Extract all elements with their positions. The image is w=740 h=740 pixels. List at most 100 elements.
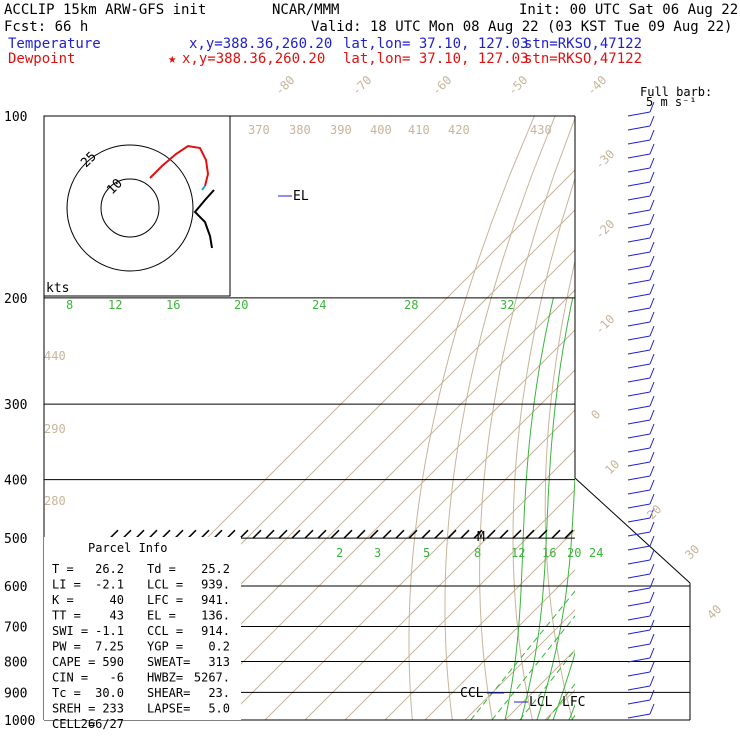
pressure-tick-label: 300 <box>4 398 27 413</box>
wind-barb <box>627 503 651 509</box>
pressure-tick-label: 800 <box>4 655 27 670</box>
wind-barb-feather <box>649 675 655 687</box>
wind-barb-feather <box>649 115 655 127</box>
wind-barb-feather <box>649 283 655 295</box>
temperature-line <box>610 116 740 720</box>
isotherm-line <box>144 289 575 720</box>
wind-barb <box>627 517 651 523</box>
wind-barb <box>627 377 651 383</box>
isotherm-label: 30 <box>682 542 702 562</box>
level-hatch <box>213 529 223 539</box>
pressure-tick-label: 200 <box>4 292 27 307</box>
parcel-info-cell: YGP = <box>147 640 183 654</box>
parcel-info-box: Parcel Info T = 26.2 Td = 25.2 LI = -2.1 LCL =… <box>44 537 241 731</box>
level-hatch <box>265 529 275 539</box>
mixing-ratio-label: 12 <box>511 546 525 560</box>
hodograph-units: kts <box>46 281 69 296</box>
mixing-ratio-label: 20 <box>234 298 248 312</box>
level-hatch <box>369 529 379 539</box>
wind-barb-feather <box>649 381 655 393</box>
level-hatch <box>200 529 210 539</box>
level-annotation: M <box>477 530 485 545</box>
wind-barb <box>627 699 651 705</box>
parcel-info-cell: 5.0 <box>208 702 230 716</box>
parcel-info-cell: -2.1 <box>95 578 124 592</box>
theta-label: 440 <box>44 349 66 363</box>
theta-label: 420 <box>448 123 470 137</box>
pressure-tick-label: 500 <box>4 532 27 547</box>
barb-legend-line2: 5 m s⁻¹ <box>646 95 697 109</box>
parcel-info-cell: 233 <box>102 702 124 716</box>
wind-barb <box>627 601 651 607</box>
theta-label: 280 <box>44 494 66 508</box>
wind-barb-feather <box>649 143 655 155</box>
isotherm-line <box>384 529 575 720</box>
level-hatch <box>382 529 392 539</box>
wind-barb-feather <box>649 619 655 631</box>
wind-barb <box>627 125 651 131</box>
mixing-ratio-line <box>590 480 740 720</box>
parcel-info-cell: 313 <box>208 655 230 669</box>
wind-barb-feather <box>649 227 655 239</box>
wind-barb-feather <box>649 353 655 365</box>
wind-barb-feather <box>649 633 655 645</box>
isotherm-line <box>625 116 740 720</box>
isotherm-label: -30 <box>592 147 617 172</box>
parcel-info-cell: 941. <box>201 593 230 607</box>
parcel-info-cell: 590 <box>102 655 124 669</box>
level-hatch <box>525 529 535 539</box>
wind-barb-feather <box>649 521 655 533</box>
moist-adiabat-line <box>552 651 575 720</box>
isotherm-line <box>264 409 575 720</box>
parcel-info-cell: 136. <box>201 609 230 623</box>
mixing-ratio-label: 24 <box>312 298 326 312</box>
level-hatch <box>226 529 236 539</box>
isotherm-line <box>665 116 740 720</box>
level-hatch <box>473 529 483 539</box>
level-hatch <box>278 529 288 539</box>
wind-barb-feather <box>649 493 655 505</box>
mixing-ratio-label: 2 <box>336 546 343 560</box>
wind-barb-feather <box>649 311 655 323</box>
moist-adiabat-line <box>601 298 732 720</box>
parcel-info-cell: -6 <box>110 671 124 685</box>
legend-dewpoint-stn: stn=RKSO,47122 <box>524 51 642 67</box>
legend-temperature-latlon: lat,lon= 37.10, 127.03 <box>343 36 528 52</box>
moist-adiabat-line <box>568 703 575 720</box>
hodograph: 25 10 kts <box>43 115 231 297</box>
level-hatch <box>239 529 249 539</box>
wind-barb <box>627 265 651 271</box>
wind-barb <box>627 293 651 299</box>
wind-barb-feather <box>649 325 655 337</box>
parcel-info-cell: 43 <box>110 609 124 623</box>
parcel-info-cell: 914. <box>201 624 230 638</box>
parcel-info-cell: 939. <box>201 578 230 592</box>
theta-label: 430 <box>530 123 552 137</box>
wind-barb <box>627 671 651 677</box>
level-hatch <box>187 529 197 539</box>
legend-temperature: Temperature <box>8 36 101 52</box>
level-hatch <box>161 529 171 539</box>
wind-barb-feather <box>649 507 655 519</box>
mixing-ratio-label: 16 <box>542 546 556 560</box>
wind-barb-feather <box>649 157 655 169</box>
wind-barb <box>627 111 651 117</box>
wind-barb <box>627 587 651 593</box>
dry-adiabat-line <box>576 116 638 720</box>
wind-barb <box>627 615 651 621</box>
theta-label: 390 <box>330 123 352 137</box>
level-hatch <box>434 529 444 539</box>
mixing-ratio-line <box>470 590 575 720</box>
wind-barb <box>627 475 651 481</box>
mixing-ratio-label: 12 <box>108 298 122 312</box>
wind-barb <box>627 545 651 551</box>
mixing-ratio-label: 20 <box>567 546 581 560</box>
moist-adiabat-line <box>617 298 740 720</box>
wind-barb <box>627 321 651 327</box>
theta-label: 400 <box>370 123 392 137</box>
dry-adiabat-line <box>664 116 733 720</box>
legend-temperature-stn: stn=RKSO,47122 <box>524 36 642 52</box>
level-hatch <box>135 529 145 539</box>
wind-barb-feather <box>649 129 655 141</box>
